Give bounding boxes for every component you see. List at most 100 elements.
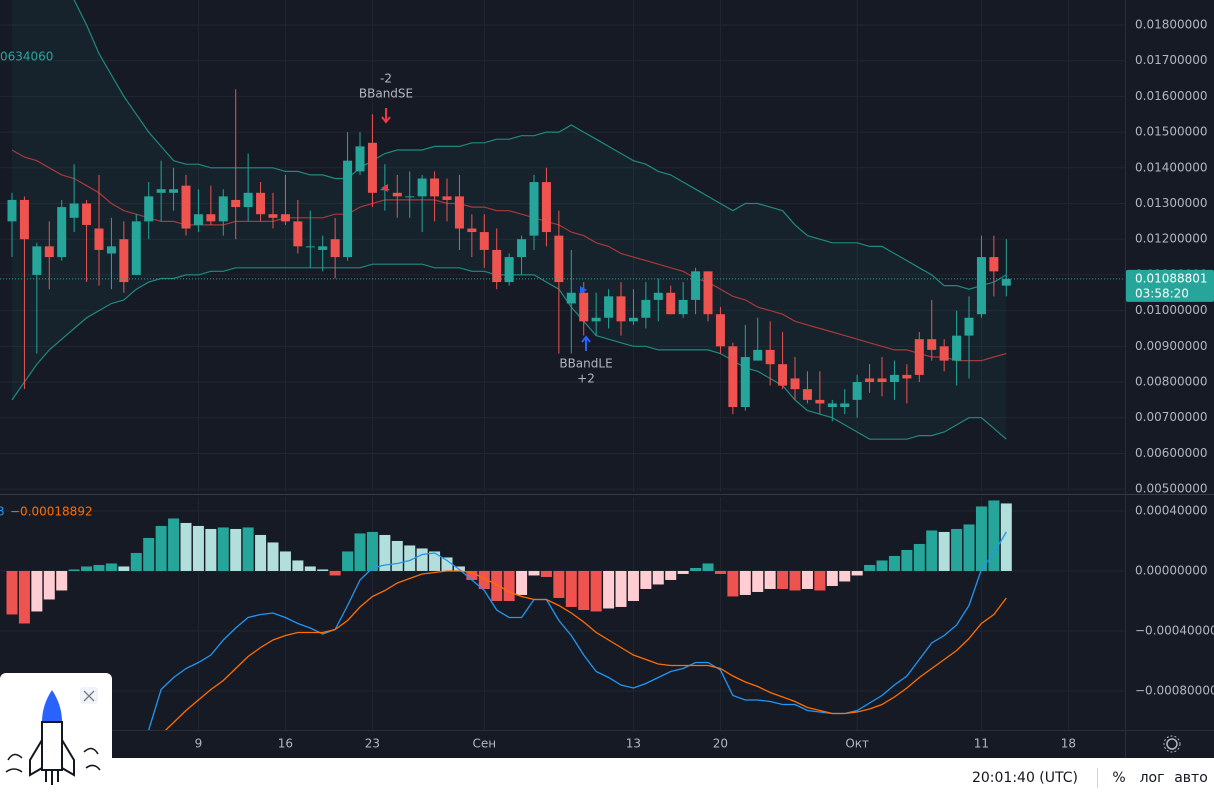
candle-body [355,146,365,172]
candle-body [343,160,353,258]
histogram-bar [677,570,689,574]
y-tick-label: 0.01300000 [1135,196,1208,210]
candle-body [268,214,278,218]
clock[interactable]: 20:01:40 (UTC) [972,770,1078,786]
histogram-bar [752,570,764,592]
candle-body [504,257,514,283]
histogram-bar [814,570,826,591]
signal-marker [381,184,388,192]
candle-body [827,403,837,408]
histogram-bar [565,570,577,607]
histogram-bar [93,564,105,571]
y-tick-label: −0.00040000 [1135,623,1214,637]
x-tick-label: Сен [472,737,496,751]
candle-body [865,378,875,383]
candle-body [815,399,825,404]
signal-arrow [581,335,591,351]
candle-body [405,196,415,198]
histogram-bar [217,527,229,571]
histogram-bar [478,570,490,589]
histogram-bar [590,570,602,612]
close-icon[interactable] [83,690,95,702]
candle-body [902,374,912,379]
candle-body [628,317,638,322]
y-tick-label: 0.00000000 [1135,563,1208,577]
candle-body [939,346,949,361]
histogram-bar [876,560,888,571]
histogram-bar [429,551,441,571]
histogram-bar [255,534,267,571]
candle-body [330,239,340,258]
candle-body [529,182,539,236]
histogram-bar [777,570,789,589]
candle-body [765,349,775,365]
histogram-bar [105,563,117,571]
candle-body [293,221,303,247]
candle-body [604,296,614,318]
log-toggle[interactable]: лог [1140,770,1165,786]
x-tick-label: 23 [365,737,380,751]
y-tick-label: 0.01800000 [1135,17,1208,31]
candle-body [479,232,489,250]
promo-widget[interactable] [0,673,112,797]
histogram-bar [578,570,590,610]
status-bar [0,758,1214,797]
candle-body [19,199,29,240]
histogram-bar [503,570,515,601]
histogram-bar [143,537,155,571]
signal-marker [580,286,587,294]
candle-body [94,228,104,250]
y-tick-label: 0.00500000 [1135,482,1208,496]
gear-teeth[interactable] [1163,735,1181,753]
candle-body [417,178,427,197]
histogram-bar [205,528,217,571]
histogram-bar [913,543,925,571]
percent-toggle[interactable]: % [1112,770,1125,786]
candle-body [169,189,179,193]
candle-body [318,246,328,250]
candle-body [753,349,763,361]
histogram-bar [155,525,167,571]
candle-body [1001,278,1011,286]
histogram-bar [627,570,639,601]
y-tick-label: 0.00040000 [1135,503,1208,517]
histogram-bar [192,525,204,571]
candle-body [206,214,216,222]
histogram-bar [603,570,615,609]
candle-body [454,196,464,229]
histogram-bar [317,569,329,571]
y-tick-label: 0.00700000 [1135,410,1208,424]
candle-body [616,296,626,322]
histogram-bar [31,570,43,612]
signal-name: BBandSE [359,87,413,101]
macd-line [148,531,1007,730]
x-tick-label: 16 [278,737,293,751]
candle-body [243,192,253,208]
y-tick-label: 0.00800000 [1135,375,1208,389]
histogram-bar [640,570,652,589]
histogram-bar [491,570,503,601]
histogram-bar [1000,503,1012,571]
candle-body [976,257,986,315]
histogram-bar [540,570,552,577]
candle-body [106,246,116,254]
gear[interactable] [1166,738,1178,750]
histogram-bar [130,552,142,571]
histogram-bar [292,560,304,571]
histogram-bar [702,563,714,571]
rocket-exhaust [45,770,59,785]
auto-toggle[interactable]: авто [1174,770,1208,786]
histogram-bar [714,570,726,574]
histogram-bar [951,528,963,571]
histogram-bar [888,555,900,571]
settings-icon[interactable] [1163,735,1181,753]
candle-body [666,292,676,315]
histogram-bar [18,570,30,624]
candle-body [877,378,887,383]
candle-body [554,235,564,283]
histogram-bar [441,557,453,571]
candle-body [156,189,166,193]
histogram-bar [56,570,68,591]
